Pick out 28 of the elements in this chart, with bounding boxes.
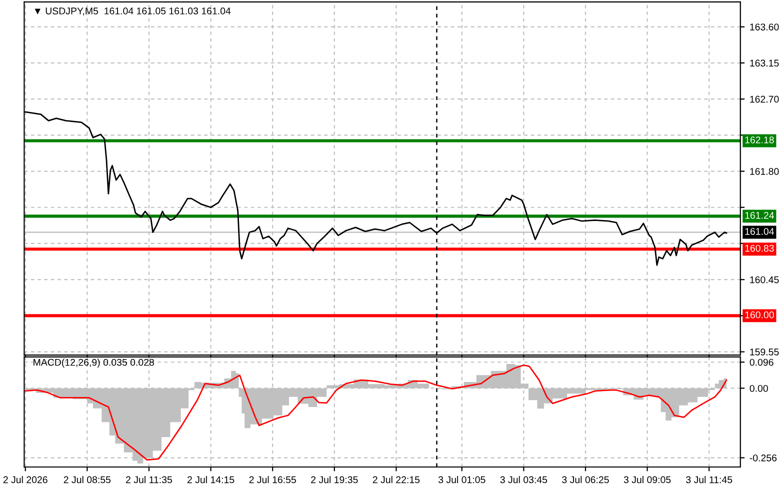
x-tick-label: 3 Jul 11:45 bbox=[686, 476, 732, 484]
y-tick-label: 160.45 bbox=[750, 276, 779, 284]
x-tick-label: 3 Jul 06:25 bbox=[562, 476, 609, 484]
ref-line-label: 160.00 bbox=[745, 311, 774, 318]
x-tick-label: 2 Jul 08:55 bbox=[64, 476, 111, 484]
x-tick-label: 2 Jul 2026 bbox=[3, 476, 48, 484]
x-tick-label: 3 Jul 09:05 bbox=[624, 476, 671, 484]
y-tick-label: 163.60 bbox=[750, 24, 779, 30]
x-tick-label: 3 Jul 01:05 bbox=[438, 476, 486, 484]
y-tick-label: -0.256 bbox=[750, 454, 777, 462]
chart-title: MACD(12,26,9) 0.035 0.028 bbox=[34, 358, 154, 368]
y-tick-label: 161.80 bbox=[750, 168, 779, 175]
x-tick-label: 2 Jul 19:35 bbox=[311, 476, 358, 484]
x-tick-label: 2 Jul 16:55 bbox=[249, 476, 296, 484]
y-tick-label: 159.55 bbox=[750, 348, 779, 356]
y-tick-label: 0.00 bbox=[750, 384, 768, 392]
ref-line-label: 161.04 bbox=[745, 228, 774, 235]
y-tick-label: 0.096 bbox=[750, 358, 774, 366]
x-tick-label: 3 Jul 03:45 bbox=[500, 476, 548, 484]
y-tick-label: 163.15 bbox=[750, 60, 779, 67]
ref-line-label: 161.24 bbox=[745, 212, 774, 219]
x-tick-label: 2 Jul 14:15 bbox=[187, 476, 234, 484]
chart-title: ▼ USDJPY,M5 161.04 161.05 161.03 161.04 bbox=[34, 8, 231, 16]
y-tick-label: 162.70 bbox=[750, 96, 779, 103]
ref-line-label: 162.18 bbox=[745, 136, 774, 144]
x-tick-label: 2 Jul 22:15 bbox=[372, 476, 420, 484]
ref-line-label: 160.83 bbox=[745, 244, 774, 252]
x-tick-label: 2 Jul 11:35 bbox=[126, 476, 172, 484]
